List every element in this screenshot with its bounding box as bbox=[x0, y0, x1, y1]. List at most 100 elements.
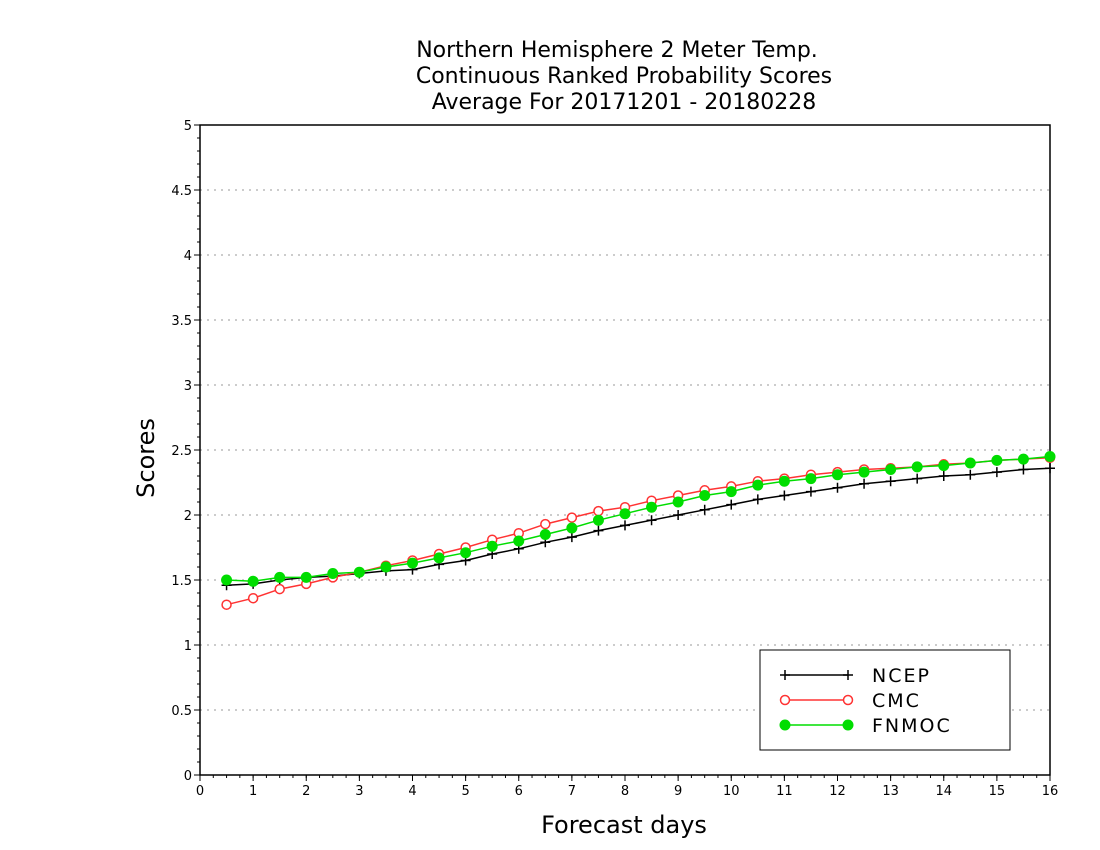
series-fnmoc-point-2 bbox=[274, 571, 286, 583]
series-fnmoc-point-17 bbox=[672, 496, 684, 508]
x-tick-label-3: 3 bbox=[355, 784, 363, 799]
legend-item-fnmoc: FNMOC bbox=[779, 715, 950, 737]
y-tick-label-9: 4.5 bbox=[171, 184, 192, 199]
x-tick-label-11: 11 bbox=[776, 784, 793, 799]
series-fnmoc-point-7 bbox=[407, 557, 418, 569]
legend-ncep-label: NCEP bbox=[872, 665, 931, 687]
legend-ncep-marker-right bbox=[843, 670, 853, 680]
series-fnmoc-point-21 bbox=[778, 475, 790, 487]
series-cmc-point-14 bbox=[593, 505, 604, 517]
series-ncep-point-21 bbox=[779, 490, 790, 501]
legend-cmc-marker-left bbox=[779, 694, 791, 706]
legend-item-ncep: NCEP bbox=[780, 665, 931, 687]
series-ncep-point-30 bbox=[1018, 464, 1029, 475]
series-ncep-point-15 bbox=[620, 520, 630, 531]
series-fnmoc-point-12 bbox=[539, 529, 551, 540]
series-fnmoc-point-10 bbox=[486, 540, 498, 552]
y-tick-label-2: 1 bbox=[184, 639, 192, 654]
chart-title: Northern Hemisphere 2 Meter Temp. Contin… bbox=[416, 38, 832, 115]
y-tick-label-8: 4 bbox=[184, 249, 192, 264]
series-cmc-point-13 bbox=[566, 512, 578, 523]
x-tick-label-2: 2 bbox=[302, 784, 310, 799]
y-tick-label-7: 3.5 bbox=[171, 314, 192, 329]
series-ncep-point-25 bbox=[885, 476, 896, 487]
x-tick-label-10: 10 bbox=[723, 784, 740, 799]
legend-item-cmc: CMC bbox=[779, 690, 921, 712]
series-cmc-point-12 bbox=[540, 518, 551, 530]
series-ncep-point-14 bbox=[593, 525, 604, 536]
series-fnmoc-point-22 bbox=[805, 473, 817, 485]
x-tick-label-1: 1 bbox=[249, 784, 257, 799]
series-ncep-point-28 bbox=[965, 469, 976, 480]
x-tick-label-13: 13 bbox=[882, 784, 899, 799]
series-fnmoc-point-20 bbox=[752, 479, 764, 491]
chart-title-line-1: Northern Hemisphere 2 Meter Temp. bbox=[416, 38, 818, 63]
x-tick-label-14: 14 bbox=[935, 784, 952, 799]
series-fnmoc-point-3 bbox=[300, 571, 312, 583]
series-cmc-line bbox=[226, 457, 1051, 606]
series-ncep-point-17 bbox=[673, 510, 684, 520]
series-ncep-point-20 bbox=[752, 494, 763, 505]
series-fnmoc-point-14 bbox=[592, 514, 604, 526]
series-fnmoc-point-0 bbox=[221, 574, 233, 586]
series-fnmoc-point-15 bbox=[619, 508, 631, 520]
gridlines bbox=[200, 189, 1050, 711]
series-ncep-point-24 bbox=[859, 478, 870, 489]
series-fnmoc bbox=[221, 451, 1056, 587]
x-tick-label-12: 12 bbox=[829, 784, 846, 799]
x-tick-label-7: 7 bbox=[568, 784, 576, 799]
series-ncep bbox=[221, 463, 1055, 591]
series-fnmoc-point-11 bbox=[513, 535, 525, 547]
x-tick-label-5: 5 bbox=[461, 784, 469, 799]
legend: NCEP CMC FNMOC bbox=[759, 649, 1011, 751]
axes: 00.511.522.533.544.550 1 2 3 4 5 6 7 8 9 10 11 12 13 1… bbox=[171, 119, 1058, 799]
series-ncep-line bbox=[226, 467, 1051, 586]
y-tick-label-10: 5 bbox=[184, 119, 192, 134]
legend-cmc-marker-right bbox=[842, 694, 854, 706]
series-ncep-point-31 bbox=[1045, 463, 1055, 474]
series-fnmoc-point-23 bbox=[832, 469, 843, 481]
y-tick-label-5: 2.5 bbox=[171, 444, 192, 459]
series-fnmoc-point-31 bbox=[1044, 451, 1056, 462]
x-tick-label-6: 6 bbox=[515, 784, 523, 799]
series-ncep-point-27 bbox=[938, 471, 949, 481]
x-tick-label-15: 15 bbox=[989, 784, 1006, 799]
series-fnmoc-point-16 bbox=[646, 501, 658, 513]
legend-cmc-label: CMC bbox=[872, 690, 921, 712]
series-fnmoc-point-18 bbox=[699, 490, 711, 501]
series-fnmoc-point-24 bbox=[858, 466, 870, 478]
series-fnmoc-point-13 bbox=[566, 522, 578, 534]
series-ncep-point-29 bbox=[991, 467, 1002, 478]
series-layer bbox=[221, 451, 1056, 610]
series-fnmoc-point-29 bbox=[991, 454, 1003, 466]
y-axis-label: Scores bbox=[132, 418, 160, 498]
series-fnmoc-point-1 bbox=[247, 575, 259, 587]
series-ncep-point-16 bbox=[646, 515, 657, 526]
series-fnmoc-point-4 bbox=[327, 568, 339, 579]
legend-fnmoc-marker-left bbox=[779, 719, 791, 731]
series-fnmoc-point-6 bbox=[380, 561, 392, 573]
x-axis-label: Forecast days bbox=[541, 811, 707, 839]
series-ncep-point-23 bbox=[832, 482, 843, 493]
x-tick-label-4: 4 bbox=[408, 784, 416, 799]
legend-fnmoc-marker-right bbox=[842, 719, 854, 731]
series-fnmoc-point-5 bbox=[353, 566, 365, 578]
x-tick-label-9: 9 bbox=[674, 784, 682, 799]
chart-title-line-3: Average For 20171201 - 20180228 bbox=[432, 90, 817, 115]
series-fnmoc-point-9 bbox=[460, 547, 472, 559]
series-ncep-point-19 bbox=[726, 499, 737, 510]
chart-title-line-2: Continuous Ranked Probability Scores bbox=[416, 64, 832, 89]
x-tick-label-0: 0 bbox=[196, 784, 204, 799]
series-ncep-point-26 bbox=[912, 473, 923, 484]
series-fnmoc-point-26 bbox=[911, 461, 923, 473]
series-fnmoc-point-30 bbox=[1017, 453, 1029, 465]
series-fnmoc-point-28 bbox=[964, 457, 976, 469]
series-cmc-point-2 bbox=[274, 583, 285, 595]
series-cmc-point-0 bbox=[221, 599, 232, 610]
series-fnmoc-point-27 bbox=[938, 460, 950, 472]
series-ncep-point-22 bbox=[805, 486, 816, 497]
series-cmc-point-1 bbox=[247, 592, 259, 604]
series-fnmoc-point-19 bbox=[725, 486, 737, 498]
y-tick-label-3: 1.5 bbox=[171, 574, 192, 589]
